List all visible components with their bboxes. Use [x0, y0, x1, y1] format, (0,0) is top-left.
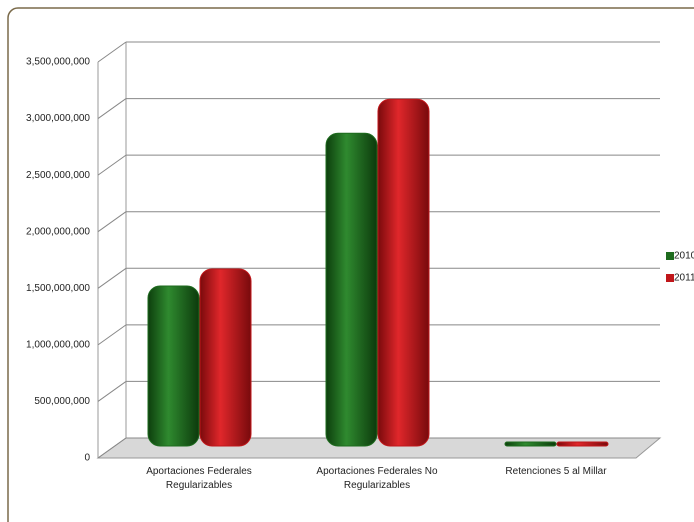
y-tick-label: 1,000,000,000: [26, 339, 90, 350]
bar: [377, 98, 430, 447]
grid-line: [97, 324, 127, 346]
y-tick-label: 0: [84, 453, 90, 464]
y-tick-label: 2,500,000,000: [26, 170, 90, 181]
legend-swatch: [666, 274, 674, 282]
grid-line: [97, 267, 127, 289]
x-tick-label: Aportaciones Federales Regularizables: [146, 466, 252, 491]
legend-label: 2011: [674, 273, 694, 284]
bar: [504, 441, 557, 447]
x-tick-label: Retenciones 5 al Millar: [505, 466, 607, 477]
y-tick-label: 3,000,000,000: [26, 113, 90, 124]
y-tick-label: 1,500,000,000: [26, 283, 90, 294]
y-tick-label: 500,000,000: [34, 396, 90, 407]
bar: [325, 132, 378, 447]
grid-line: [97, 98, 127, 119]
x-tick-label: Aportaciones Federales No Regularizables: [316, 466, 438, 491]
legend-label: 2010: [674, 251, 694, 262]
bar: [199, 268, 252, 447]
grid-line: [97, 437, 127, 459]
y-tick-label: 3,500,000,000: [26, 57, 90, 68]
grid-line: [97, 211, 127, 233]
y-tick-label: 2,000,000,000: [26, 226, 90, 237]
bar: [147, 285, 200, 447]
bar: [556, 441, 609, 447]
grid-line: [97, 41, 127, 63]
legend-swatch: [666, 252, 674, 260]
grid-line: [97, 154, 127, 176]
grid-line: [97, 381, 127, 402]
frame: [7, 7, 694, 522]
